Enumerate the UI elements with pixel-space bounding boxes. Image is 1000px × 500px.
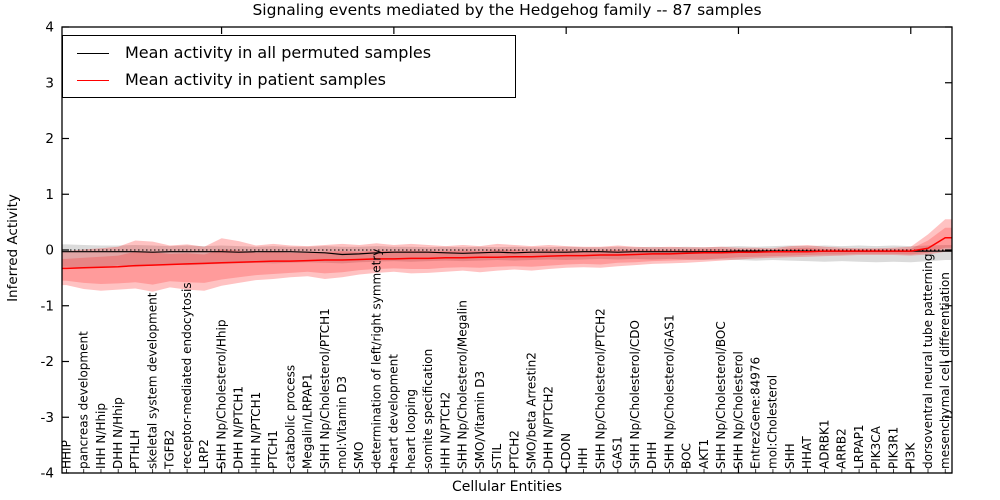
x-tick-label: PTCH2 (507, 430, 521, 469)
x-tick-label: mol:Vitamin D3 (335, 376, 349, 469)
x-tick-label: LRP2 (197, 439, 211, 469)
x-tick-label: EntrezGene:84976 (749, 357, 763, 469)
patient-mean-line (61, 236, 952, 270)
x-tick-label: SHH Np/Cholesterol/Megalin (456, 300, 470, 469)
x-tick-label: STIL (490, 444, 504, 469)
x-tick-label: PIK3R1 (886, 427, 900, 469)
x-tick-label: determination of left/right symmetry (369, 249, 383, 469)
x-tick-label: pancreas development (77, 331, 91, 469)
x-tick-label: DHH N/PTCH1 (232, 386, 246, 469)
y-axis-label: Inferred Activity (5, 194, 21, 302)
x-tick-label: skeletal system development (145, 292, 159, 469)
x-tick-label: SHH Np/Cholesterol/PTCH1 (318, 308, 332, 469)
x-tick-label: DHH (645, 442, 659, 469)
x-tick-label: PIK3CA (869, 425, 883, 469)
x-tick-label: HHAT (800, 436, 814, 469)
x-tick-label: SHH Np/Cholesterol (731, 351, 745, 469)
x-tick-label: ADRBK1 (817, 419, 831, 469)
x-tick-label: AKT1 (697, 439, 711, 469)
x-tick-label: receptor-mediated endocytosis (180, 282, 194, 469)
y-tick-label: -2 (41, 354, 54, 370)
y-tick-label: 1 (45, 187, 54, 203)
x-tick-label: SMO (352, 442, 366, 469)
y-tick-label: 2 (45, 131, 54, 147)
y-tick-label: -4 (41, 466, 54, 482)
x-tick-label: DHH N/Hhip (111, 397, 125, 469)
x-tick-label: mesenchymal cell differentiation (938, 272, 952, 469)
y-tick-label: 4 (45, 20, 54, 36)
x-tick-label: PI3K (904, 442, 918, 469)
legend-item-patient: Mean activity in patient samples (77, 70, 515, 90)
x-tick-label: heart development (387, 354, 401, 469)
x-tick-label: PTCH1 (266, 430, 280, 469)
x-tick-label: heart looping (404, 389, 418, 469)
x-tick-label: SHH (783, 443, 797, 469)
x-tick-label: TGFB2 (163, 430, 177, 470)
x-tick-label: SHH Np/Cholesterol/Hhip (214, 320, 228, 469)
x-tick-label: SHH Np/Cholesterol/GAS1 (662, 314, 676, 469)
legend-label-permuted: Mean activity in all permuted samples (125, 43, 432, 62)
legend-item-permuted: Mean activity in all permuted samples (77, 43, 515, 63)
x-tick-label: somite specification (421, 349, 435, 469)
x-tick-label: mol:Cholesterol (766, 375, 780, 469)
x-tick-label: LRPAP1 (852, 424, 866, 469)
x-tick-label: dorsoventral neural tube patterning (921, 253, 935, 469)
y-tick-label: -1 (41, 298, 54, 314)
y-tick-label: -3 (41, 410, 54, 426)
chart-title: Signaling events mediated by the Hedgeho… (252, 1, 762, 19)
patient-range-band (62, 219, 952, 292)
x-tick-label: BOC (680, 443, 694, 469)
x-tick-label: IHH N/Hhip (94, 403, 108, 469)
permuted-range-band (62, 244, 952, 268)
legend: Mean activity in all permuted samples Me… (62, 35, 516, 98)
y-tick-label: 3 (45, 75, 54, 91)
patient-core-band (62, 227, 952, 285)
x-tick-label: SHH Np/Cholesterol/BOC (714, 321, 728, 469)
x-tick-label: GAS1 (611, 436, 625, 469)
x-tick-label: ARRB2 (835, 428, 849, 469)
x-tick-label: IHH N/PTCH2 (438, 392, 452, 469)
legend-label-patient: Mean activity in patient samples (125, 70, 386, 89)
x-tick-label: SMO/beta Arrestin2 (525, 352, 539, 469)
x-tick-label: SHH Np/Cholesterol/CDO (628, 320, 642, 469)
x-tick-label: SHH Np/Cholesterol/PTCH2 (593, 308, 607, 469)
red-line-swatch-icon (77, 79, 109, 81)
x-tick-label: DHH N/PTCH2 (542, 386, 556, 469)
y-tick-label: 0 (45, 243, 54, 259)
x-tick-label: IHH N/PTCH1 (249, 392, 263, 469)
x-tick-label: SMO/Vitamin D3 (473, 371, 487, 469)
x-tick-label: Megalin/LRPAP1 (301, 373, 315, 469)
x-tick-label: PTHLH (128, 430, 142, 469)
x-tick-label: IHH (576, 447, 590, 469)
x-tick-label: HHIP (59, 440, 73, 469)
x-axis-label: Cellular Entities (451, 479, 563, 495)
black-line-swatch-icon (77, 52, 109, 54)
x-tick-label: CDON (559, 433, 573, 469)
x-tick-label: catabolic process (283, 365, 297, 469)
